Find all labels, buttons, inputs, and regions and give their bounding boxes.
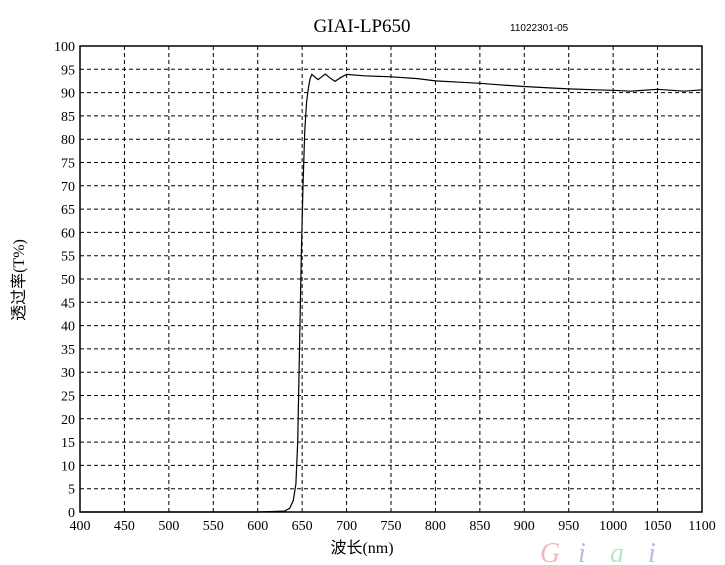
- watermark-letter: i: [648, 538, 656, 565]
- y-axis-label: 透过率(T%): [10, 239, 28, 321]
- y-tick-label: 95: [61, 63, 75, 78]
- y-tick-label: 60: [61, 226, 75, 241]
- y-tick-label: 30: [61, 366, 75, 381]
- chart-title: GIAI-LP650: [313, 16, 410, 37]
- y-tick-label: 65: [61, 203, 75, 218]
- y-tick-label: 100: [54, 40, 75, 55]
- y-tick-label: 40: [61, 320, 75, 335]
- x-tick-label: 1100: [688, 519, 715, 534]
- watermark-letter: G: [540, 538, 560, 565]
- y-tick-label: 5: [68, 483, 75, 498]
- x-tick-label: 850: [469, 519, 490, 534]
- x-tick-label: 500: [158, 519, 179, 534]
- x-tick-label: 600: [247, 519, 268, 534]
- y-tick-label: 75: [61, 157, 75, 172]
- series-line: [80, 73, 703, 513]
- y-tick-label: 20: [61, 413, 75, 428]
- x-tick-label: 1050: [644, 519, 672, 534]
- watermark-letter: i: [578, 538, 586, 565]
- plot-frame: [79, 45, 703, 513]
- watermark-letter: a: [610, 538, 624, 565]
- x-tick-label: 950: [558, 519, 579, 534]
- x-axis-label: 波长(nm): [330, 539, 393, 557]
- x-tick-label: 800: [425, 519, 446, 534]
- y-tick-label: 0: [68, 506, 75, 521]
- y-tick-label: 55: [61, 250, 75, 265]
- x-tick-label: 750: [381, 519, 402, 534]
- x-tick-label: 900: [514, 519, 535, 534]
- x-tick-label: 400: [70, 519, 91, 534]
- x-tick-label: 550: [203, 519, 224, 534]
- x-tick-label: 650: [292, 519, 313, 534]
- y-tick-label: 35: [61, 343, 75, 358]
- chart-subtitle: 11022301-05: [510, 23, 569, 34]
- x-tick-label: 700: [336, 519, 357, 534]
- y-tick-label: 90: [61, 87, 75, 102]
- x-tick-label: 1000: [599, 519, 627, 534]
- y-tick-label: 10: [61, 459, 75, 474]
- y-tick-label: 50: [61, 273, 75, 288]
- y-tick-label: 80: [61, 133, 75, 148]
- x-tick-label: 450: [114, 519, 135, 534]
- y-tick-label: 70: [61, 180, 75, 195]
- y-tick-label: 85: [61, 110, 75, 125]
- y-tick-label: 45: [61, 296, 75, 311]
- y-tick-label: 15: [61, 436, 75, 451]
- y-tick-label: 25: [61, 390, 75, 405]
